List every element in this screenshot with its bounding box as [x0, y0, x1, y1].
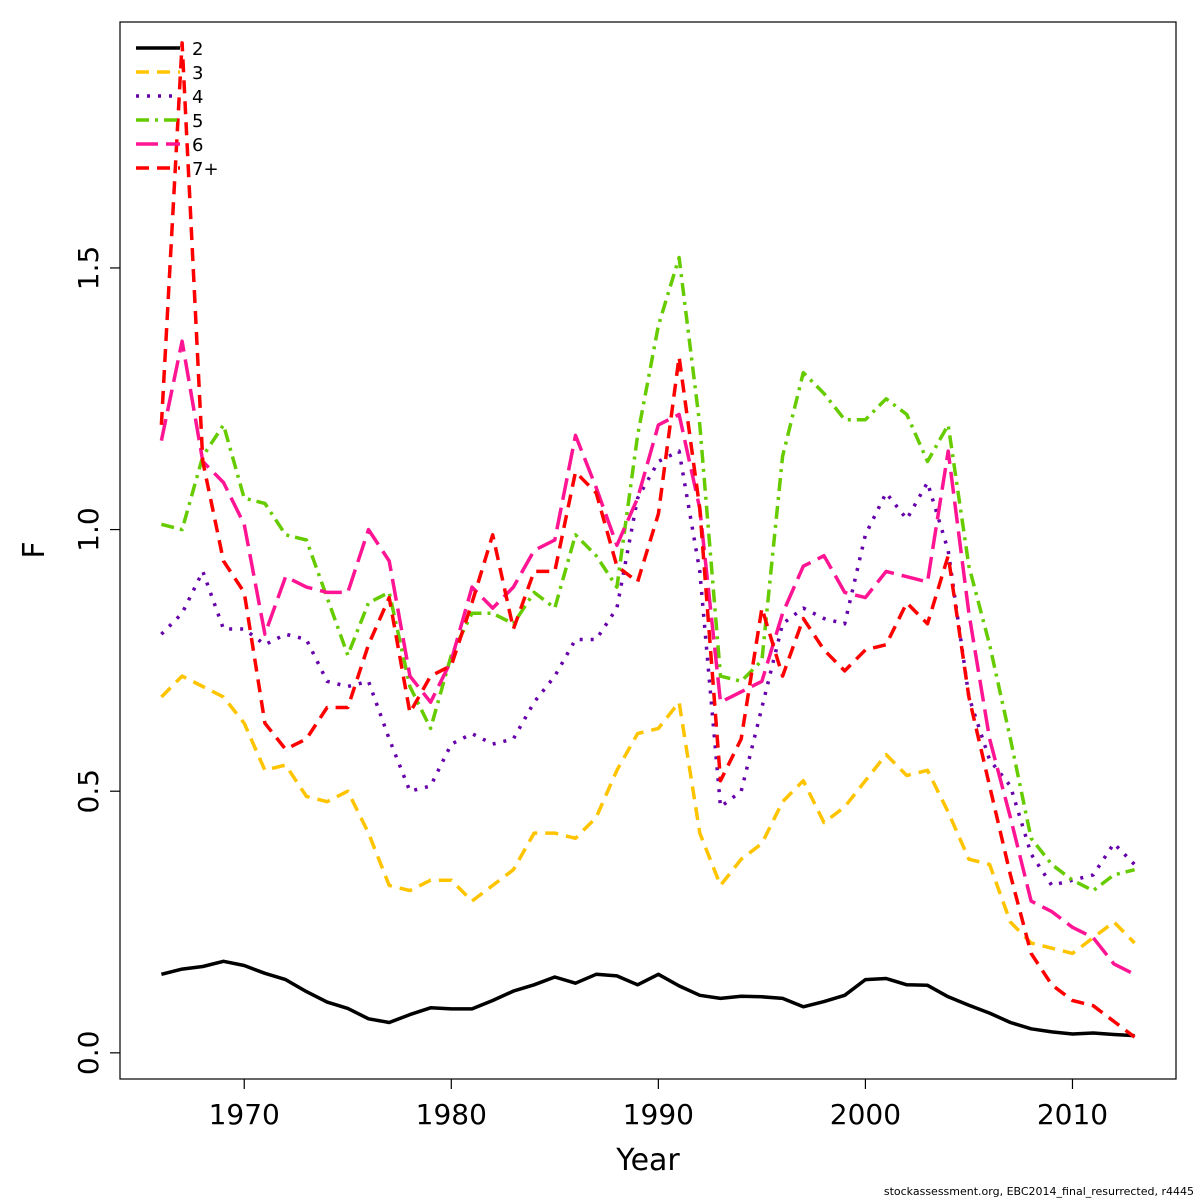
y-tick-label: 1.5	[72, 246, 105, 291]
x-tick-label: 1970	[209, 1098, 280, 1131]
series-lines	[159, 41, 1136, 1039]
series-line-4	[160, 449, 1136, 888]
series-line-3	[160, 674, 1136, 956]
legend: 2 3 4 5 6 7+	[136, 39, 219, 180]
legend-label: 6	[192, 135, 203, 156]
y-tick-label: 0.0	[72, 1031, 105, 1076]
legend-label: 4	[192, 87, 203, 108]
series-line-2	[160, 959, 1135, 1038]
legend-label: 3	[192, 63, 203, 84]
x-tick-label: 1990	[623, 1098, 694, 1131]
axes: 1970 1980 1990 2000 2010 0.0 0.5 1.0 1.5	[72, 246, 1108, 1131]
series-line-7plus	[159, 41, 1136, 1039]
x-tick-label: 2000	[830, 1098, 901, 1131]
x-tick-label: 1980	[416, 1098, 487, 1131]
y-axis-title: F	[17, 541, 52, 558]
x-axis-title: Year	[615, 1143, 680, 1178]
legend-label: 7+	[192, 159, 219, 180]
series-line-6	[159, 339, 1136, 976]
y-tick-label: 1.0	[72, 507, 105, 552]
series-line-5	[160, 255, 1136, 893]
y-tick-label: 0.5	[72, 769, 105, 814]
legend-label: 5	[192, 111, 203, 132]
x-tick-label: 2010	[1037, 1098, 1108, 1131]
plot-frame	[119, 21, 1177, 1080]
footer-credit: stockassessment.org, EBC2014_final_resur…	[883, 1185, 1194, 1198]
legend-label: 2	[192, 39, 203, 60]
